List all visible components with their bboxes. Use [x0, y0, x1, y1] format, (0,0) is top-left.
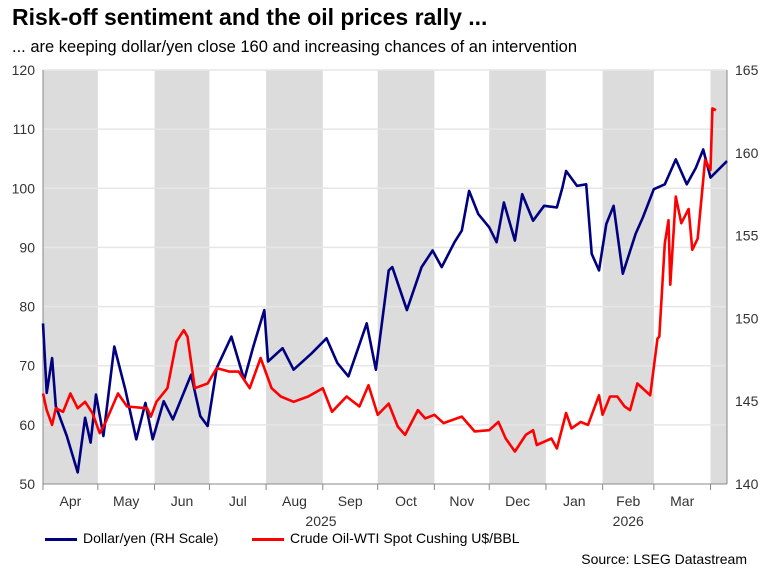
x-tick-label: Nov	[449, 493, 474, 509]
x-tick-label: Oct	[395, 493, 417, 509]
month-band	[710, 70, 727, 484]
month-band	[602, 70, 654, 484]
chart-subtitle: ... are keeping dollar/yen close 160 and…	[12, 38, 578, 56]
month-band	[489, 70, 546, 484]
y-right-tick-label: 165	[735, 62, 759, 78]
legend-label: Crude Oil-WTI Spot Cushing U$/BBL	[290, 530, 520, 546]
x-tick-label: Apr	[60, 493, 82, 509]
x-year-label: 2026	[613, 513, 644, 529]
y-right-tick-label: 150	[735, 310, 759, 326]
x-tick-label: Jan	[563, 493, 586, 509]
y-left-tick-label: 110	[13, 121, 36, 137]
legend-label: Dollar/yen (RH Scale)	[83, 530, 219, 546]
y-right-tick-label: 160	[735, 145, 759, 161]
source-note: Source: LSEG Datastream	[581, 551, 747, 567]
y-left-tick-label: 80	[19, 299, 35, 315]
x-tick-label: May	[113, 493, 139, 509]
y-left-tick-label: 60	[19, 417, 35, 433]
x-tick-label: Mar	[670, 493, 694, 509]
y-right-tick-label: 155	[735, 228, 759, 244]
month-band	[266, 70, 323, 484]
y-left-tick-label: 120	[12, 62, 36, 78]
chart-title: Risk-off sentiment and the oil prices ra…	[12, 4, 488, 30]
legend-swatch-crude-oil	[252, 537, 284, 541]
x-tick-label: Sep	[338, 493, 363, 509]
x-tick-label: Jun	[171, 493, 194, 509]
legend-item-crude-oil: Crude Oil-WTI Spot Cushing U$/BBL	[252, 530, 520, 546]
y-left-tick-label: 100	[12, 180, 36, 196]
x-tick-label: Dec	[505, 493, 530, 509]
x-tick-label: Feb	[616, 493, 640, 509]
y-right-tick-label: 140	[735, 476, 759, 492]
x-tick-label: Aug	[282, 493, 307, 509]
month-band	[43, 70, 98, 484]
series-line-dollar-yen	[41, 148, 728, 474]
x-tick-label: Jul	[229, 493, 247, 509]
series-line-crude-oil	[41, 107, 717, 453]
y-left-tick-label: 70	[19, 358, 35, 374]
y-left-tick-label: 50	[19, 476, 35, 492]
month-band	[154, 70, 210, 484]
chart: 50 60 70 80 90 100 110 120 140 145 150 155 160 165 Apr…	[12, 62, 759, 529]
y-left-tick-label: 90	[19, 239, 35, 255]
x-year-label: 2025	[305, 513, 336, 529]
legend-item-dollar-yen: Dollar/yen (RH Scale)	[45, 530, 218, 546]
y-right-tick-label: 145	[735, 393, 759, 409]
legend-swatch-dollar-yen	[45, 537, 77, 541]
month-band	[377, 70, 435, 484]
